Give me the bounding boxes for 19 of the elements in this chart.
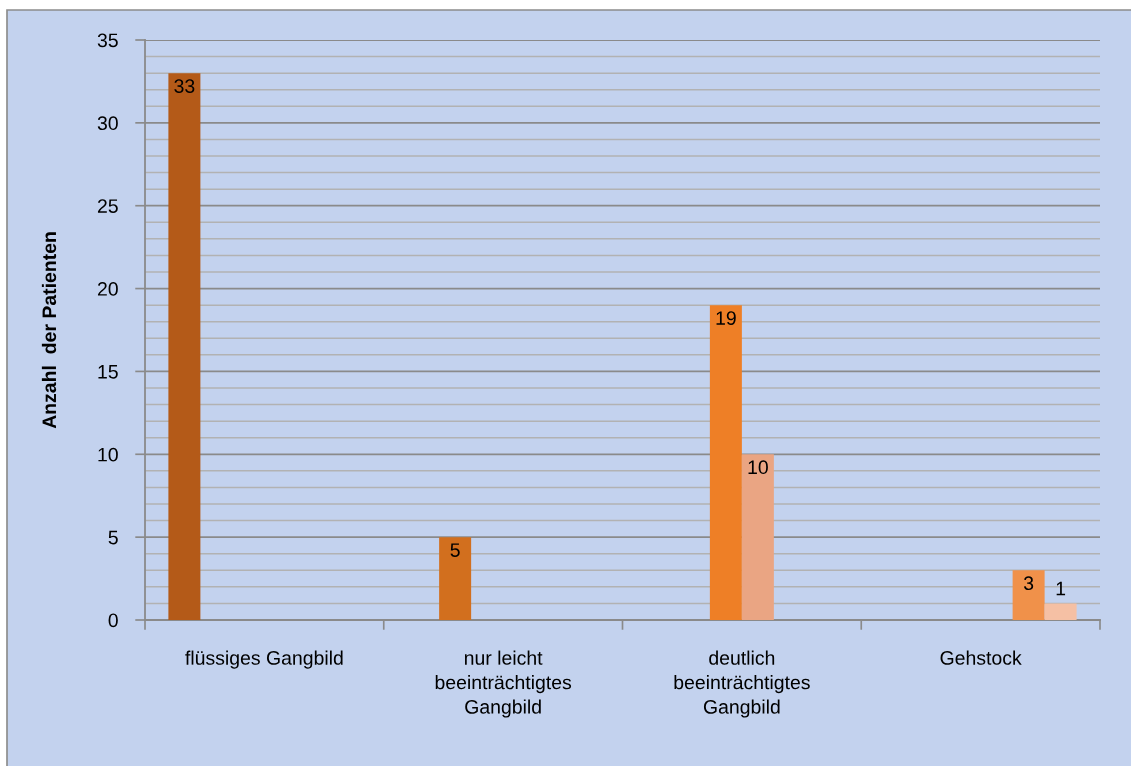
y-tick-label: 30 — [97, 116, 118, 131]
data-label: 33 — [174, 79, 195, 93]
data-label: 1 — [1056, 581, 1066, 596]
y-tick-label: 25 — [97, 199, 118, 213]
data-label: 5 — [450, 543, 460, 557]
y-tick-label: 15 — [98, 365, 118, 379]
x-tick-label: nur leicht beeinträchtigtes Gangbild — [435, 650, 572, 718]
y-tick-label: 20 — [97, 282, 118, 296]
x-tick-label: Gehstock — [940, 650, 1022, 665]
y-tick-label: 10 — [98, 447, 118, 462]
y-axis-title: Anzahl der Patienten — [41, 232, 57, 429]
data-label: 3 — [1023, 576, 1034, 591]
y-tick-label: 35 — [97, 33, 118, 48]
data-label: 10 — [748, 460, 768, 475]
data-label: 19 — [716, 311, 736, 325]
y-tick-label: 0 — [108, 613, 118, 628]
y-tick-label: 5 — [108, 530, 118, 545]
x-tick-label: deutlich beeinträchtigtes Gangbild — [674, 650, 810, 718]
x-tick-label: flüssiges Gangbild — [185, 650, 343, 669]
